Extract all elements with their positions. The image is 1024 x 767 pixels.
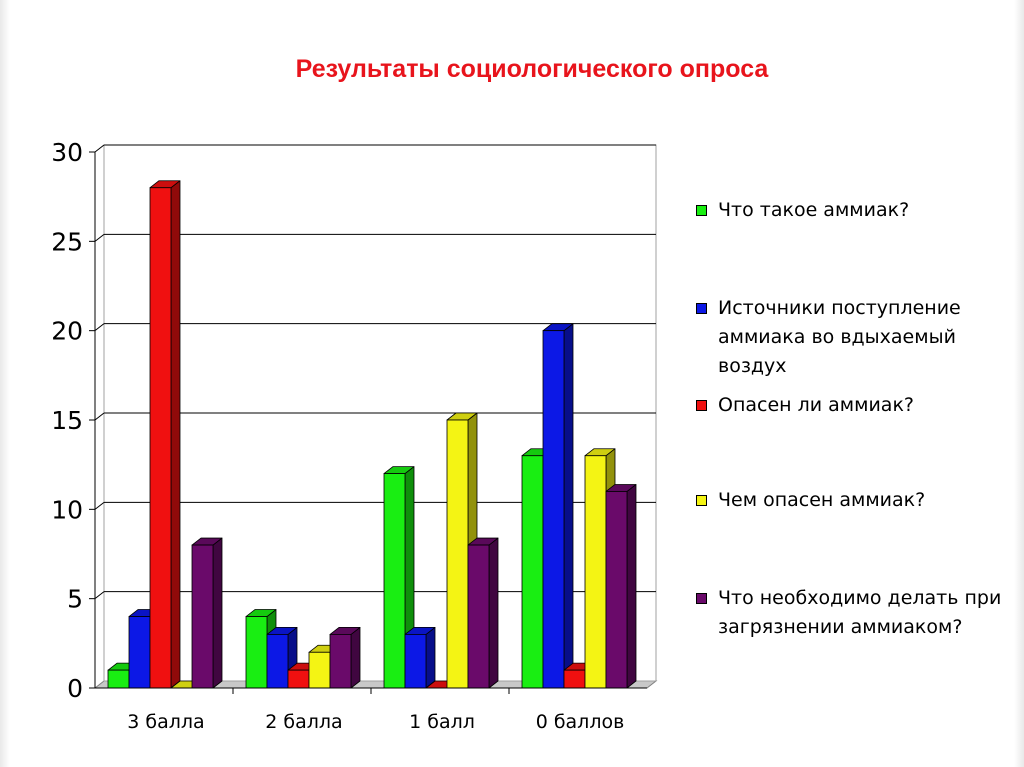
gridline-depth xyxy=(94,591,105,600)
bar-front xyxy=(467,544,490,689)
legend-label: Опасен ли аммиак? xyxy=(718,394,915,416)
bar xyxy=(191,537,223,689)
legend-label: Чем опасен аммиак? xyxy=(718,489,926,511)
x-tick-labels: 3 балла 2 балла 1 балл 0 баллов xyxy=(127,711,624,733)
x-tick-label: 1 балл xyxy=(409,711,475,733)
y-tick-label: 20 xyxy=(51,317,83,346)
bar-side xyxy=(563,323,574,689)
legend-label: Что такое аммиак? xyxy=(718,199,910,221)
legend-swatch xyxy=(696,400,707,411)
legend-swatch xyxy=(696,593,707,604)
bar-front xyxy=(404,634,427,689)
bar-front xyxy=(521,455,544,689)
bar xyxy=(149,180,181,689)
bar-side xyxy=(626,484,637,689)
gridline-depth xyxy=(94,501,105,510)
bar xyxy=(542,323,574,689)
bar-side xyxy=(425,627,436,689)
y-tick-label: 10 xyxy=(51,495,83,524)
gridline-depth xyxy=(94,233,105,242)
bar-front xyxy=(287,669,310,689)
bar xyxy=(329,627,361,689)
legend-label: Источники поступление аммиака во вдыхаем… xyxy=(718,297,961,377)
bar-front xyxy=(446,419,469,689)
bar-front xyxy=(584,455,607,689)
legend-swatch xyxy=(696,303,707,314)
y-tick-label: 0 xyxy=(67,674,83,703)
x-tick-label: 2 балла xyxy=(265,711,342,733)
x-tick-label: 0 баллов xyxy=(536,711,625,733)
bar-front xyxy=(383,473,406,689)
gridline-depth xyxy=(94,144,105,153)
legend-swatch xyxy=(696,495,707,506)
bar-front xyxy=(149,187,172,689)
axes xyxy=(89,151,647,694)
bars xyxy=(107,180,637,689)
bar-front xyxy=(191,544,214,689)
y-tick-label: 15 xyxy=(51,406,83,435)
bar-side xyxy=(488,537,499,689)
bar xyxy=(467,537,499,689)
bar-side xyxy=(170,180,181,689)
bar-front xyxy=(308,651,331,689)
y-tick-label: 5 xyxy=(67,585,83,614)
bar-front xyxy=(563,669,586,689)
x-tick-label: 3 балла xyxy=(127,711,204,733)
bar-front xyxy=(542,330,565,689)
bar-side xyxy=(350,627,361,689)
bar xyxy=(605,484,637,689)
bar-side xyxy=(212,537,223,689)
bar-front xyxy=(107,669,130,689)
bar-front xyxy=(245,616,268,689)
bar-front xyxy=(266,634,289,689)
bar xyxy=(404,627,436,689)
y-tick-labels: 0 5 10 15 20 25 30 xyxy=(51,138,83,703)
y-tick-label: 30 xyxy=(51,138,83,167)
legend-swatch xyxy=(696,205,707,216)
bar-front xyxy=(329,634,352,689)
chart-title: Результаты социологического опроса xyxy=(295,55,769,83)
bar-front xyxy=(605,491,628,689)
gridline-depth xyxy=(94,412,105,421)
y-tick-label: 25 xyxy=(51,227,83,256)
gridline-depth xyxy=(94,323,105,332)
bar-front xyxy=(128,616,151,689)
legend-label: Что необходимо делать при загрязнении ам… xyxy=(718,587,1002,638)
